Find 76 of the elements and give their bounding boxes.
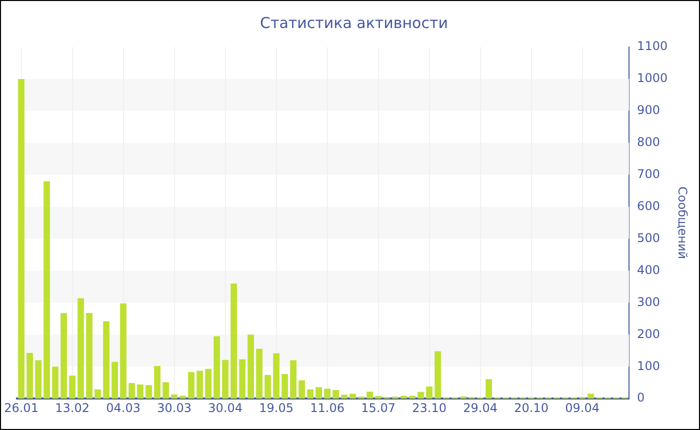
bar bbox=[332, 390, 339, 399]
y-axis-title: Сообщений bbox=[676, 186, 690, 260]
bar bbox=[69, 376, 76, 399]
bar bbox=[256, 348, 262, 399]
bar bbox=[154, 366, 160, 399]
bar bbox=[214, 336, 220, 399]
x-tick-label: 20.10 bbox=[514, 400, 548, 415]
y-tick-label: 600 bbox=[637, 198, 660, 213]
bar bbox=[162, 382, 169, 399]
bar bbox=[146, 385, 152, 399]
bar bbox=[350, 394, 356, 399]
bar bbox=[180, 396, 186, 399]
x-tick-label: 09.04 bbox=[565, 400, 600, 415]
bar bbox=[298, 380, 305, 399]
bar bbox=[486, 379, 492, 399]
bar bbox=[230, 284, 237, 399]
bar bbox=[86, 312, 92, 399]
bar bbox=[324, 388, 330, 399]
y-tick-label: 1100 bbox=[637, 39, 668, 54]
bar bbox=[26, 352, 33, 399]
x-tick-label: 11.06 bbox=[310, 400, 344, 415]
x-tick-label: 13.02 bbox=[55, 400, 90, 415]
bar bbox=[282, 374, 288, 399]
bar bbox=[196, 370, 203, 399]
y-tick-label: 1000 bbox=[637, 71, 668, 86]
bar bbox=[375, 396, 382, 399]
bar bbox=[588, 394, 594, 399]
bar bbox=[418, 392, 424, 399]
bar bbox=[460, 396, 466, 399]
x-tick-label: 26.01 bbox=[4, 400, 38, 415]
bar bbox=[290, 360, 296, 399]
bar bbox=[366, 392, 373, 399]
y-tick-label: 200 bbox=[637, 326, 660, 341]
bar bbox=[205, 368, 212, 399]
x-tick-label: 29.04 bbox=[463, 400, 498, 415]
bar bbox=[120, 303, 126, 399]
bar bbox=[273, 353, 280, 399]
x-tick-label: 19.05 bbox=[259, 400, 294, 415]
x-tick-label: 30.04 bbox=[208, 400, 242, 415]
bar bbox=[222, 360, 228, 399]
bar bbox=[52, 366, 58, 399]
bar bbox=[18, 78, 24, 399]
bar bbox=[188, 372, 194, 399]
bar bbox=[94, 389, 101, 399]
chart-title: Статистика активности bbox=[260, 14, 448, 32]
bar bbox=[239, 359, 246, 399]
bar bbox=[78, 298, 84, 399]
x-tick-label: 30.03 bbox=[157, 400, 192, 415]
bar bbox=[409, 396, 416, 399]
bar bbox=[137, 384, 144, 399]
x-tick-label: 15.07 bbox=[361, 400, 396, 415]
bar bbox=[35, 360, 42, 399]
bar bbox=[128, 382, 135, 399]
bar bbox=[44, 181, 50, 399]
y-tick-label: 500 bbox=[637, 230, 660, 245]
bar bbox=[248, 334, 254, 399]
bar bbox=[112, 362, 118, 399]
y-tick-label: 300 bbox=[637, 294, 660, 309]
y-tick-label: 400 bbox=[637, 262, 660, 277]
bar bbox=[171, 394, 178, 399]
y-tick-label: 0 bbox=[637, 390, 645, 405]
x-tick-label: 04.03 bbox=[106, 400, 140, 415]
bar bbox=[103, 321, 110, 399]
bar bbox=[316, 387, 322, 399]
bar bbox=[434, 351, 441, 399]
y-tick-label: 900 bbox=[637, 103, 660, 118]
bar bbox=[426, 386, 432, 399]
x-tick-label: 23.10 bbox=[412, 400, 446, 415]
bar bbox=[264, 374, 271, 399]
bar bbox=[307, 389, 314, 399]
bar bbox=[400, 396, 407, 399]
bar bbox=[60, 312, 67, 399]
y-tick-label: 100 bbox=[637, 358, 660, 373]
y-tick-label: 700 bbox=[637, 166, 660, 181]
bar bbox=[341, 394, 348, 399]
y-tick-label: 800 bbox=[637, 135, 660, 150]
